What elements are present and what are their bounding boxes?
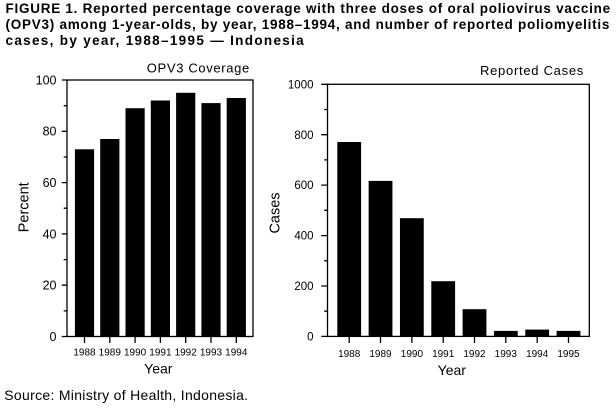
svg-text:Reported Cases: Reported Cases <box>480 63 584 78</box>
svg-text:Year: Year <box>438 362 467 378</box>
svg-text:600: 600 <box>294 180 313 192</box>
svg-text:1993: 1993 <box>495 349 518 360</box>
svg-text:60: 60 <box>43 176 57 190</box>
svg-text:200: 200 <box>294 281 313 293</box>
svg-text:800: 800 <box>294 130 313 142</box>
svg-text:40: 40 <box>43 227 57 241</box>
svg-text:1994: 1994 <box>225 347 248 358</box>
svg-text:1990: 1990 <box>124 347 147 358</box>
svg-text:Percent: Percent <box>16 182 32 232</box>
svg-text:1990: 1990 <box>401 349 424 360</box>
svg-text:1989: 1989 <box>369 349 392 360</box>
svg-text:1989: 1989 <box>99 347 122 358</box>
svg-text:1992: 1992 <box>463 349 486 360</box>
svg-text:1988: 1988 <box>73 347 96 358</box>
svg-text:80: 80 <box>43 125 57 139</box>
svg-text:100: 100 <box>36 73 57 87</box>
svg-text:Year: Year <box>144 361 173 377</box>
svg-text:Cases: Cases <box>267 192 283 233</box>
svg-text:20: 20 <box>43 279 57 293</box>
svg-text:0: 0 <box>307 332 313 344</box>
svg-text:0: 0 <box>50 330 57 344</box>
svg-text:1994: 1994 <box>526 349 549 360</box>
svg-text:1000: 1000 <box>288 79 314 91</box>
svg-text:1992: 1992 <box>175 347 198 358</box>
svg-text:1988: 1988 <box>338 349 361 360</box>
svg-text:1995: 1995 <box>557 349 580 360</box>
svg-text:OPV3 Coverage: OPV3 Coverage <box>147 60 250 75</box>
svg-text:1991: 1991 <box>432 349 455 360</box>
svg-text:1991: 1991 <box>149 347 172 358</box>
svg-text:400: 400 <box>294 231 313 243</box>
svg-text:1993: 1993 <box>200 347 223 358</box>
